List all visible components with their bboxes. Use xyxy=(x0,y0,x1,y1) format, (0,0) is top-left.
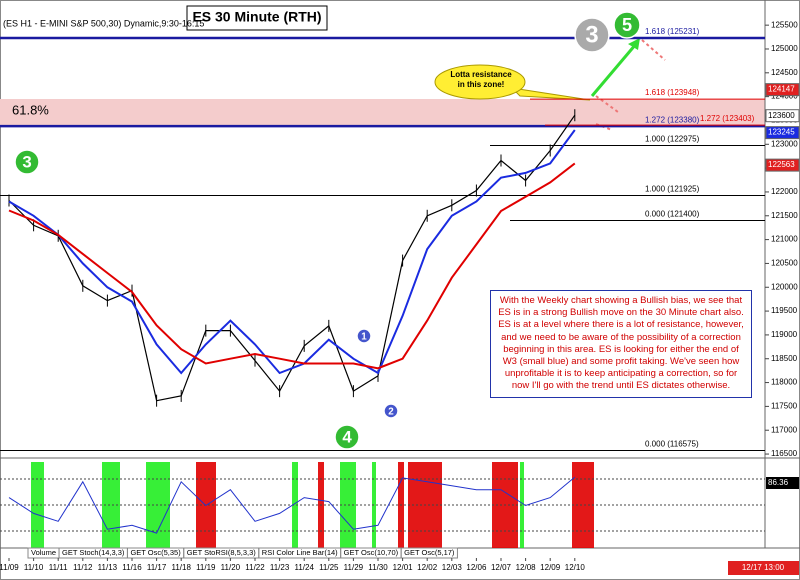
y-tick-label: 117000 xyxy=(771,425,798,434)
x-tick-label: 12/01 xyxy=(393,563,414,572)
arrow xyxy=(641,39,666,61)
wave-label: 1 xyxy=(361,332,367,343)
wave-label: 4 xyxy=(342,427,352,446)
x-tick-label: 12/09 xyxy=(540,563,561,572)
indicator-tab-box xyxy=(400,547,458,559)
x-tick-label: 11/17 xyxy=(147,563,167,572)
wave-label: 3 xyxy=(585,21,598,48)
level-label: 1.000 (121925) xyxy=(645,185,700,194)
x-tick-label: 11/18 xyxy=(171,563,191,572)
indicator-tab: GET Osc(5,35) xyxy=(130,548,181,557)
price-tag xyxy=(765,109,800,123)
y-tick-label: 118000 xyxy=(771,378,798,387)
oscillator-tag-label: 86.36 xyxy=(768,478,789,487)
y-tick-label: 123000 xyxy=(771,139,798,148)
x-tick-label: 12/06 xyxy=(466,563,487,572)
y-tick-label: 116500 xyxy=(771,449,798,458)
y-tick-label: 125000 xyxy=(771,44,798,53)
level-label: 1.000 (122975) xyxy=(645,135,700,144)
y-tick-label: 117500 xyxy=(771,402,798,411)
y-tick-label: 121000 xyxy=(771,235,798,244)
moving-average xyxy=(8,162,576,370)
x-tick-label: 11/29 xyxy=(344,563,364,572)
y-tick-label: 119000 xyxy=(771,330,798,339)
y-tick-label: 118500 xyxy=(771,354,798,363)
y-tick-label: 120500 xyxy=(771,259,798,268)
indicator-tab: GET Stoch(14,3,3) xyxy=(62,548,125,557)
x-tick-label: 11/30 xyxy=(368,563,388,572)
arrow xyxy=(590,43,638,97)
y-tick-label: 125500 xyxy=(771,20,798,29)
callout-text: Lotta resistance in this zone! xyxy=(450,70,512,89)
timestamp-box xyxy=(728,561,799,575)
y-tick-label: 121500 xyxy=(771,211,798,220)
x-tick-label: 12/03 xyxy=(442,563,463,572)
x-tick-label: 11/16 xyxy=(122,563,142,572)
x-tick-label: 11/22 xyxy=(245,563,265,572)
y-tick-label: 124500 xyxy=(771,68,798,77)
x-tick-label: 12/07 xyxy=(491,563,512,572)
level-label: 0.000 (116575) xyxy=(645,440,699,449)
arrow xyxy=(595,95,619,113)
wave-label: 3 xyxy=(22,152,31,171)
zone-label: 61.8% xyxy=(12,102,49,117)
wave-label: 5 xyxy=(622,15,632,35)
indicator-tab: RSI Color Line Bar(14) xyxy=(262,548,338,557)
indicator-tab: GET StoRSI(8,5,3,3) xyxy=(187,548,257,557)
x-tick-label: 11/09 xyxy=(0,563,19,572)
oscillator-guides xyxy=(0,478,765,532)
level-label: 1.618 (123948) xyxy=(645,88,700,97)
oscillator-line xyxy=(8,476,576,534)
level-label: 1.272 (123403) xyxy=(700,114,755,123)
wave-label: 2 xyxy=(388,407,394,418)
level-label: 1.618 (125231) xyxy=(645,27,700,36)
x-tick-label: 12/02 xyxy=(417,563,438,572)
price-tag xyxy=(765,83,800,97)
y-tick-label: 124000 xyxy=(771,92,798,101)
commentary: With the Weekly chart showing a Bullish … xyxy=(490,290,752,398)
indicator-tab: GET Osc(10,70) xyxy=(344,548,399,557)
x-tick-label: 12/10 xyxy=(565,563,586,572)
indicator-tab: GET Osc(5,17) xyxy=(404,548,455,557)
x-tick-label: 11/19 xyxy=(196,563,216,572)
x-tick-label: 11/13 xyxy=(98,563,118,572)
y-tick-label: 119500 xyxy=(771,306,798,315)
oscillator-tag xyxy=(766,477,799,489)
price-tag-label: 123600 xyxy=(768,111,795,120)
x-tick-label: 11/25 xyxy=(319,563,339,572)
level-label: 1.272 (123380) xyxy=(645,115,700,124)
x-tick-label: 11/10 xyxy=(24,563,44,572)
moving-average xyxy=(8,129,576,375)
timestamp: 12/17 13:00 xyxy=(742,563,785,572)
price-tag-label: 123245 xyxy=(768,128,795,137)
chart-title: ES 30 Minute (RTH) xyxy=(192,9,321,25)
x-tick-label: 11/11 xyxy=(49,563,68,572)
wave-marker xyxy=(356,328,372,344)
y-tick-label: 120000 xyxy=(771,282,798,291)
x-tick-label: 11/20 xyxy=(221,563,241,572)
price-tag-label: 122563 xyxy=(768,160,795,169)
callout-box: Lotta resistance in this zone! xyxy=(450,70,512,89)
chart-header: (ES H1 - E-MINI S&P 500,30) Dynamic,9:30… xyxy=(3,18,204,28)
wave-marker xyxy=(574,17,610,53)
arrow-head xyxy=(628,38,640,50)
wave-marker xyxy=(334,424,360,450)
resistance-zone xyxy=(0,99,765,125)
level-label: 0.000 (121400) xyxy=(645,210,700,219)
indicator-tab: Volume xyxy=(31,548,56,557)
price-tag-label: 124147 xyxy=(768,85,795,94)
y-tick-label: 122000 xyxy=(771,187,798,196)
wave-marker xyxy=(613,11,641,39)
x-tick-label: 11/12 xyxy=(73,563,93,572)
price-tag xyxy=(765,126,800,140)
title-box xyxy=(186,5,328,31)
price-tag xyxy=(765,158,800,172)
x-tick-label: 11/24 xyxy=(294,563,314,572)
x-tick-label: 11/23 xyxy=(270,563,290,572)
wave-marker xyxy=(14,149,40,175)
callout-bubble xyxy=(434,64,526,100)
wave-marker xyxy=(383,403,399,419)
x-tick-label: 12/08 xyxy=(516,563,537,572)
